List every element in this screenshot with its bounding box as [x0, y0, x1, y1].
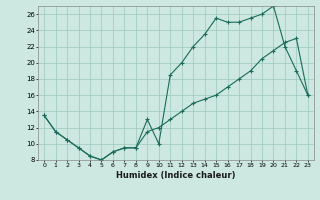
X-axis label: Humidex (Indice chaleur): Humidex (Indice chaleur) — [116, 171, 236, 180]
